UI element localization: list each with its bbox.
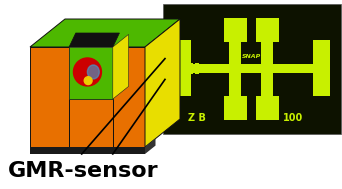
Bar — [69, 99, 113, 147]
Polygon shape — [69, 33, 119, 47]
Bar — [195, 63, 199, 67]
Text: Z B: Z B — [188, 113, 206, 123]
Bar — [113, 47, 145, 147]
Bar — [188, 63, 193, 67]
Bar — [174, 40, 192, 64]
Bar — [69, 47, 113, 99]
Bar — [224, 96, 247, 120]
Text: GMR-sensor: GMR-sensor — [8, 161, 159, 181]
Text: +: + — [320, 62, 330, 75]
Bar — [261, 30, 273, 108]
Text: SNAP: SNAP — [242, 53, 262, 59]
Bar — [313, 73, 330, 96]
Bar — [229, 30, 241, 108]
Bar — [188, 69, 193, 74]
Bar — [174, 73, 192, 96]
Ellipse shape — [88, 65, 99, 79]
Circle shape — [74, 58, 102, 86]
Circle shape — [84, 77, 92, 84]
Text: 100: 100 — [283, 113, 303, 123]
Bar — [255, 18, 279, 42]
Bar — [229, 64, 273, 73]
Bar — [313, 40, 330, 64]
Bar — [30, 47, 69, 147]
Bar — [273, 64, 330, 73]
Bar — [195, 69, 199, 74]
Polygon shape — [145, 19, 180, 147]
Polygon shape — [30, 19, 180, 47]
Polygon shape — [145, 139, 156, 154]
Polygon shape — [113, 34, 129, 99]
Bar — [163, 4, 341, 134]
Bar — [255, 96, 279, 120]
Bar — [30, 147, 145, 154]
Bar — [174, 64, 229, 73]
Bar — [224, 18, 247, 42]
